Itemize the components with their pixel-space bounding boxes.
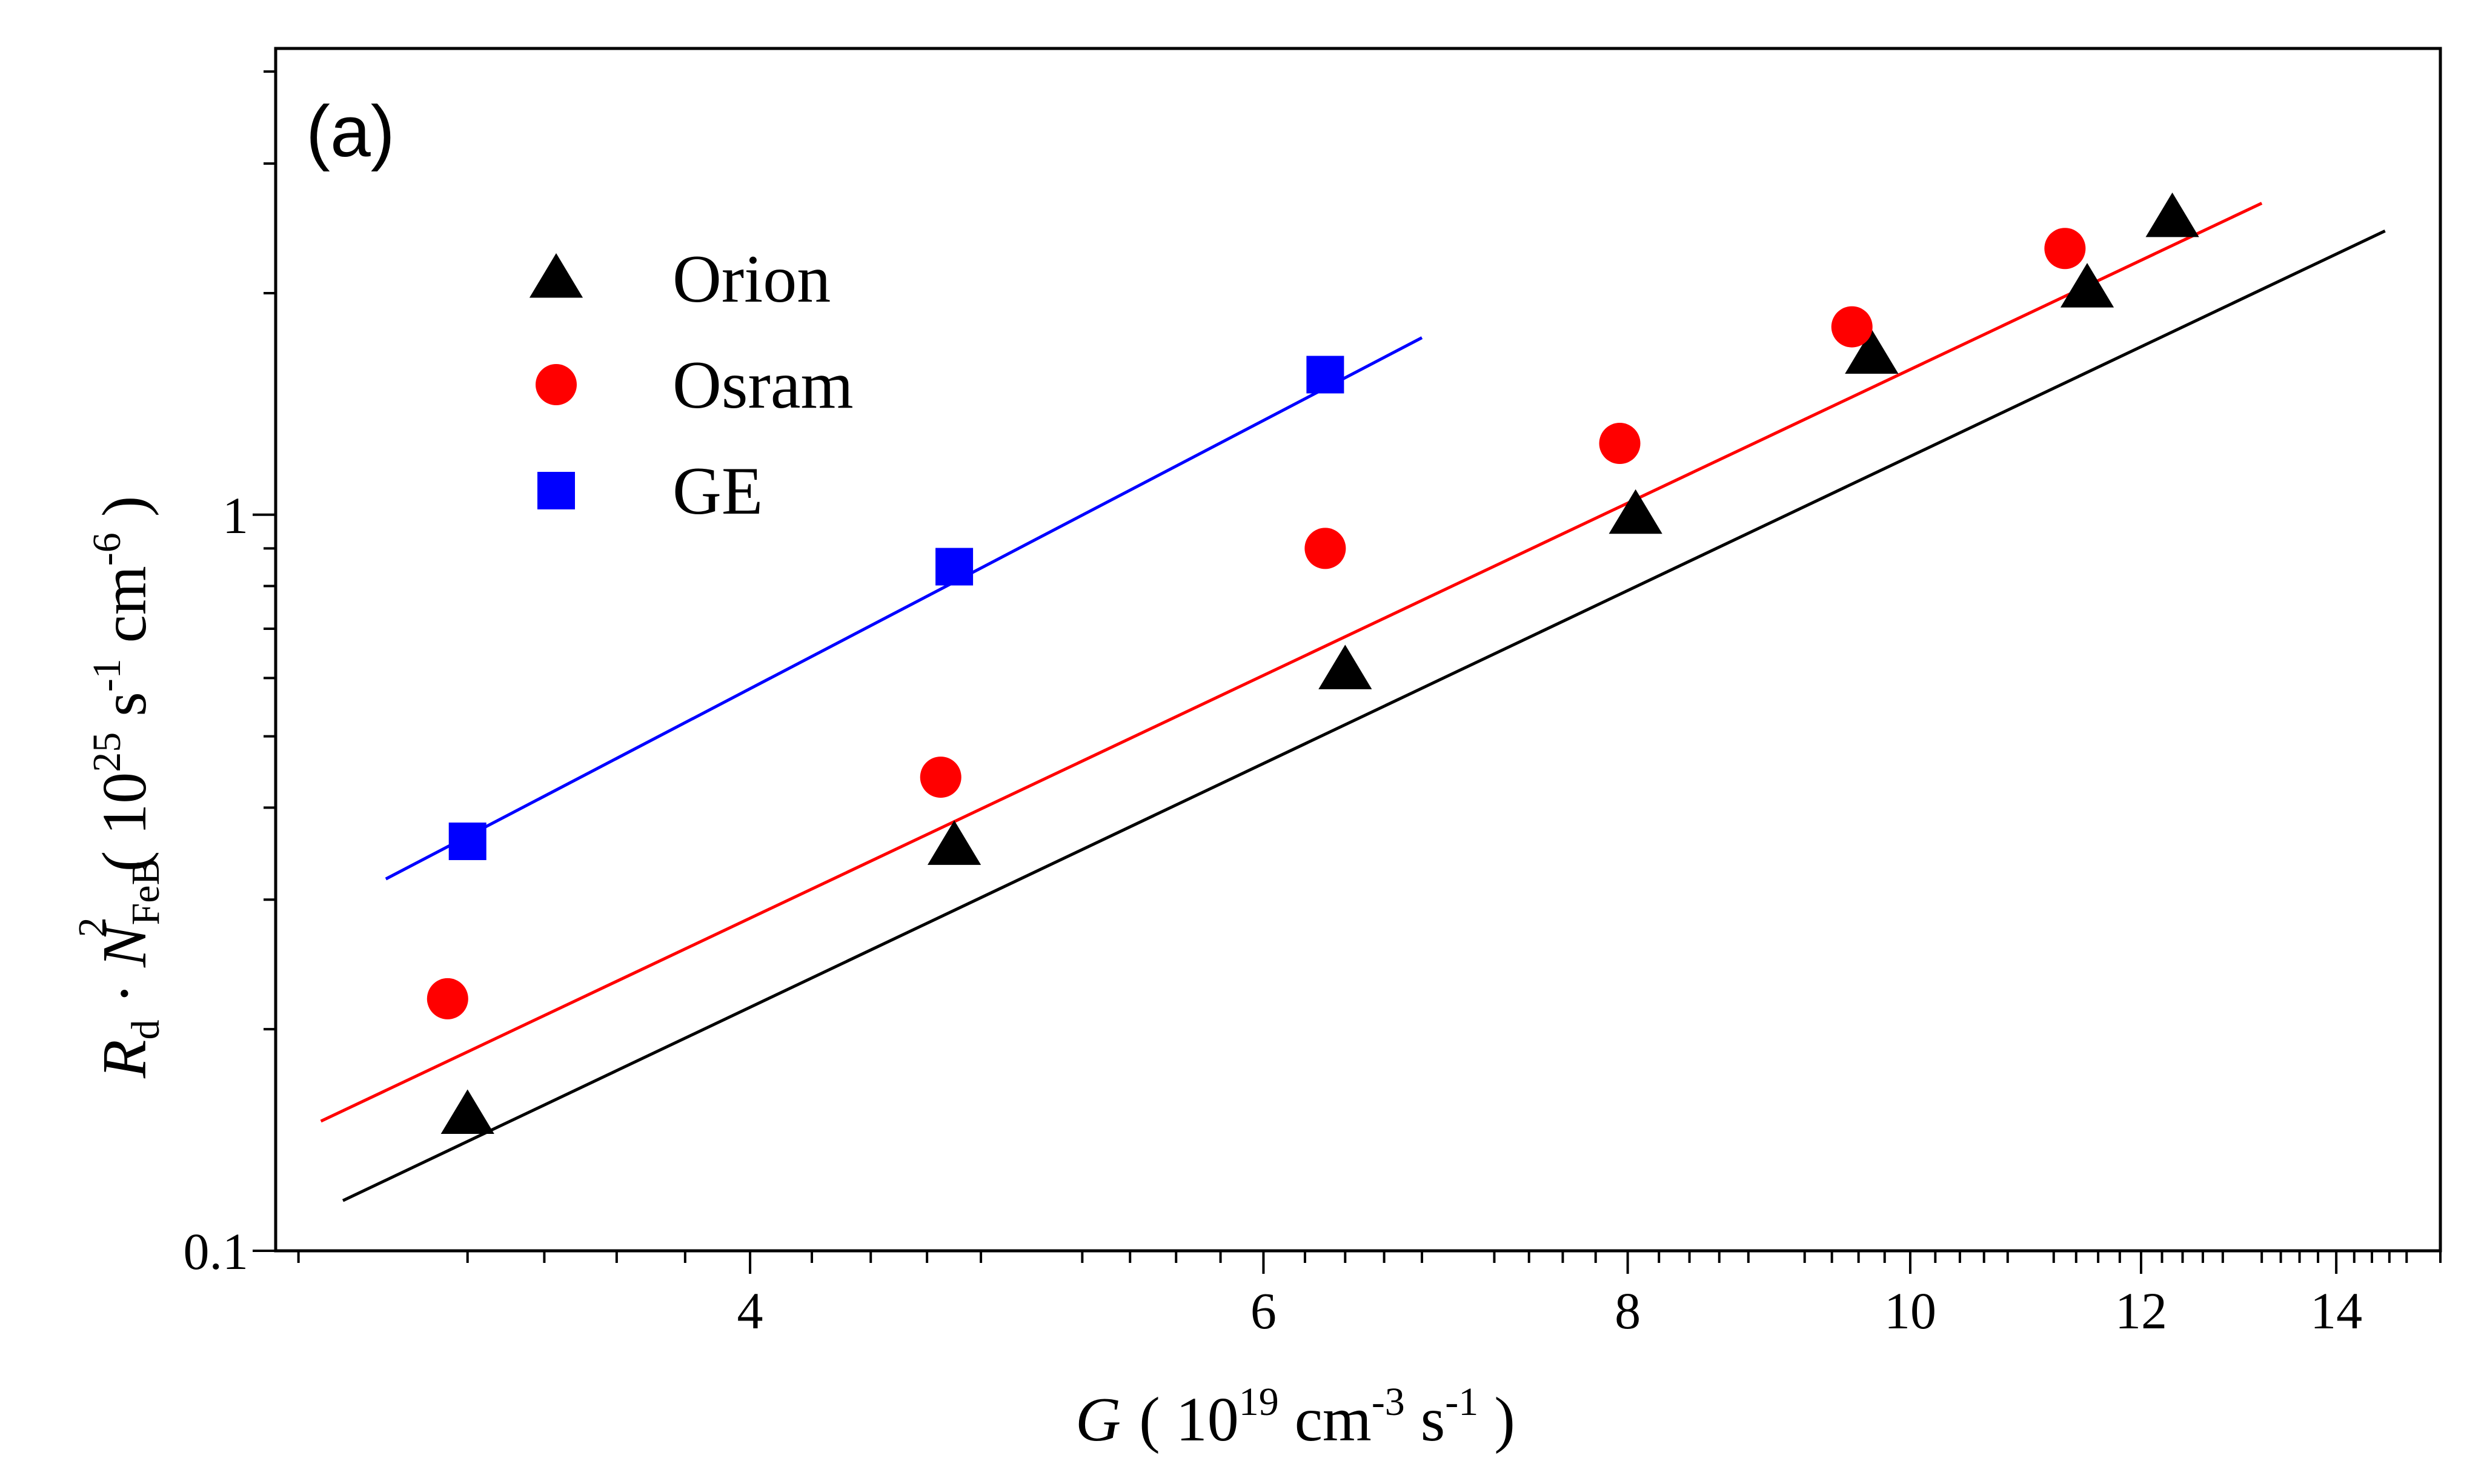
y-axis-sup2: 2 xyxy=(70,917,115,937)
x-axis-unit1: cm xyxy=(1279,1385,1372,1454)
ge-legend-label: GE xyxy=(672,454,763,529)
y-axis-sub1: d xyxy=(124,1019,168,1039)
x-axis-exp1: 19 xyxy=(1239,1380,1279,1424)
osram-point xyxy=(1304,528,1346,569)
osram-legend-marker xyxy=(536,364,577,405)
y-axis-open: ( 10 xyxy=(90,772,159,872)
osram-fit-line xyxy=(320,202,2263,1123)
orion-fit-line xyxy=(342,229,2386,1202)
orion-point xyxy=(440,1089,494,1135)
y-axis: 0.11 xyxy=(184,70,276,1280)
orion-point xyxy=(1318,644,1372,689)
orion-point xyxy=(2145,192,2199,237)
orion-point xyxy=(1609,489,1662,534)
orion-legend-label: Orion xyxy=(672,242,831,317)
panel-label: (a) xyxy=(306,91,395,172)
x-axis-unit2: s xyxy=(1405,1385,1445,1454)
y-axis-sub2: FeB xyxy=(124,858,168,925)
y-axis-symbol2: N xyxy=(90,922,159,968)
orion-legend-marker xyxy=(529,253,583,298)
orion-point xyxy=(1845,329,1899,374)
osram-point xyxy=(1599,423,1641,465)
osram-legend-label: Osram xyxy=(672,348,854,423)
y-axis-exp2: -1 xyxy=(85,658,129,692)
x-axis-exp2: -3 xyxy=(1372,1380,1405,1424)
x-axis-title: G ( 1019 cm-3 s-1 ) xyxy=(1075,1380,1515,1454)
osram-point xyxy=(2044,228,2086,270)
x-tick-label: 6 xyxy=(1250,1282,1277,1340)
x-tick-label: 10 xyxy=(1884,1282,1936,1340)
osram-point xyxy=(427,978,468,1019)
y-axis-unit1: s xyxy=(90,692,159,732)
y-axis-dot: · xyxy=(90,967,159,1020)
y-axis-exp1: 25 xyxy=(85,732,129,772)
x-tick-label: 8 xyxy=(1615,1282,1641,1340)
x-tick-label: 4 xyxy=(737,1282,763,1340)
x-axis-open: ( 10 xyxy=(1139,1385,1239,1454)
ge-point xyxy=(935,548,974,586)
y-tick-label: 0.1 xyxy=(184,1222,249,1280)
ge-point xyxy=(1306,356,1344,394)
ge-fit-line xyxy=(385,336,1423,881)
plot-frame xyxy=(274,47,2442,1253)
y-axis-exp3: -6 xyxy=(85,532,129,566)
y-tick-label: 1 xyxy=(222,486,248,545)
x-axis: 4 6 8 10 12 14 xyxy=(297,1251,2442,1340)
y-axis-symbol1: R xyxy=(90,1039,159,1079)
osram-point xyxy=(1831,306,1873,348)
y-axis-title: Rd · NFeB 2 ( 1025 s-1 cm-6 ) xyxy=(70,496,168,1079)
x-axis-symbol: G xyxy=(1075,1385,1121,1454)
x-axis-close: ) xyxy=(1478,1385,1515,1454)
y-axis-close: ) xyxy=(90,496,159,533)
fit-lines xyxy=(320,202,2386,1202)
orion-point xyxy=(927,820,981,865)
ge-legend-marker xyxy=(537,472,575,509)
osram-point xyxy=(920,757,961,798)
y-axis-unit2: cm xyxy=(90,566,159,658)
data-markers xyxy=(427,192,2199,1135)
ge-point xyxy=(448,822,487,860)
legend: Orion Osram GE xyxy=(529,242,854,529)
x-tick-label: 12 xyxy=(2115,1282,2167,1340)
x-axis-exp3: -1 xyxy=(1445,1380,1478,1424)
orion-point xyxy=(2060,263,2114,308)
x-tick-label: 14 xyxy=(2310,1282,2362,1340)
